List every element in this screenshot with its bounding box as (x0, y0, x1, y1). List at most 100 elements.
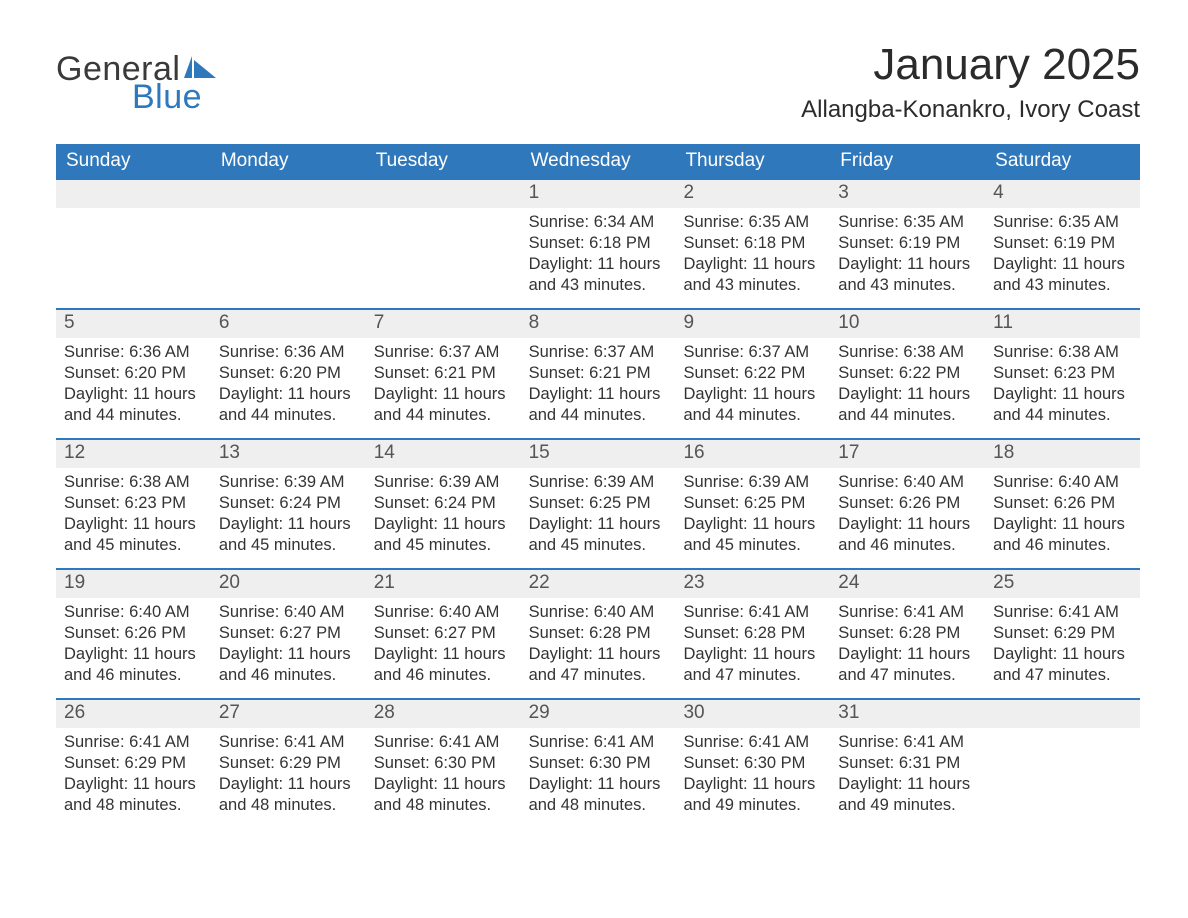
daylight-line: Daylight: 11 hours and 47 minutes. (993, 644, 1132, 686)
sunset-line: Sunset: 6:19 PM (993, 233, 1132, 254)
daylight-line: Daylight: 11 hours and 43 minutes. (529, 254, 668, 296)
day-number: 19 (56, 570, 211, 598)
daylight-line: Daylight: 11 hours and 45 minutes. (683, 514, 822, 556)
day-cell: 2Sunrise: 6:35 AMSunset: 6:18 PMDaylight… (675, 180, 830, 308)
day-number: 26 (56, 700, 211, 728)
day-cell: 30Sunrise: 6:41 AMSunset: 6:30 PMDayligh… (675, 700, 830, 828)
day-number: 22 (521, 570, 676, 598)
daylight-line: Daylight: 11 hours and 45 minutes. (219, 514, 358, 556)
day-number: 25 (985, 570, 1140, 598)
sunrise-line: Sunrise: 6:34 AM (529, 212, 668, 233)
sunrise-line: Sunrise: 6:41 AM (838, 732, 977, 753)
sunrise-line: Sunrise: 6:41 AM (838, 602, 977, 623)
day-body (56, 208, 211, 220)
sunrise-line: Sunrise: 6:40 AM (64, 602, 203, 623)
day-body: Sunrise: 6:40 AMSunset: 6:26 PMDaylight:… (830, 468, 985, 564)
sunrise-line: Sunrise: 6:36 AM (219, 342, 358, 363)
sunset-line: Sunset: 6:25 PM (683, 493, 822, 514)
sunset-line: Sunset: 6:26 PM (838, 493, 977, 514)
sunset-line: Sunset: 6:29 PM (64, 753, 203, 774)
day-number (211, 180, 366, 208)
day-cell: 19Sunrise: 6:40 AMSunset: 6:26 PMDayligh… (56, 570, 211, 698)
day-cell: 14Sunrise: 6:39 AMSunset: 6:24 PMDayligh… (366, 440, 521, 568)
sunrise-line: Sunrise: 6:35 AM (683, 212, 822, 233)
day-body: Sunrise: 6:39 AMSunset: 6:25 PMDaylight:… (521, 468, 676, 564)
day-body: Sunrise: 6:35 AMSunset: 6:19 PMDaylight:… (985, 208, 1140, 304)
day-body: Sunrise: 6:38 AMSunset: 6:22 PMDaylight:… (830, 338, 985, 434)
page-subtitle: Allangba-Konankro, Ivory Coast (801, 96, 1140, 124)
day-number: 30 (675, 700, 830, 728)
sunset-line: Sunset: 6:25 PM (529, 493, 668, 514)
sunset-line: Sunset: 6:20 PM (64, 363, 203, 384)
sunrise-line: Sunrise: 6:41 AM (219, 732, 358, 753)
sunrise-line: Sunrise: 6:41 AM (993, 602, 1132, 623)
day-cell: 7Sunrise: 6:37 AMSunset: 6:21 PMDaylight… (366, 310, 521, 438)
weekday-header-cell: Tuesday (366, 144, 521, 180)
sunset-line: Sunset: 6:28 PM (529, 623, 668, 644)
day-body: Sunrise: 6:41 AMSunset: 6:30 PMDaylight:… (521, 728, 676, 824)
sunrise-line: Sunrise: 6:38 AM (838, 342, 977, 363)
day-cell: 23Sunrise: 6:41 AMSunset: 6:28 PMDayligh… (675, 570, 830, 698)
sunset-line: Sunset: 6:18 PM (683, 233, 822, 254)
weekday-header-cell: Saturday (985, 144, 1140, 180)
sunset-line: Sunset: 6:26 PM (64, 623, 203, 644)
day-cell: 1Sunrise: 6:34 AMSunset: 6:18 PMDaylight… (521, 180, 676, 308)
day-number: 11 (985, 310, 1140, 338)
day-body: Sunrise: 6:40 AMSunset: 6:27 PMDaylight:… (211, 598, 366, 694)
day-cell: 3Sunrise: 6:35 AMSunset: 6:19 PMDaylight… (830, 180, 985, 308)
day-number: 6 (211, 310, 366, 338)
day-cell: 4Sunrise: 6:35 AMSunset: 6:19 PMDaylight… (985, 180, 1140, 308)
sunrise-line: Sunrise: 6:41 AM (683, 602, 822, 623)
sunrise-line: Sunrise: 6:39 AM (219, 472, 358, 493)
day-cell: 12Sunrise: 6:38 AMSunset: 6:23 PMDayligh… (56, 440, 211, 568)
day-number: 20 (211, 570, 366, 598)
sunrise-line: Sunrise: 6:35 AM (993, 212, 1132, 233)
daylight-line: Daylight: 11 hours and 44 minutes. (64, 384, 203, 426)
daylight-line: Daylight: 11 hours and 47 minutes. (838, 644, 977, 686)
daylight-line: Daylight: 11 hours and 43 minutes. (993, 254, 1132, 296)
day-number: 13 (211, 440, 366, 468)
daylight-line: Daylight: 11 hours and 48 minutes. (64, 774, 203, 816)
day-cell: 9Sunrise: 6:37 AMSunset: 6:22 PMDaylight… (675, 310, 830, 438)
sunset-line: Sunset: 6:20 PM (219, 363, 358, 384)
sunset-line: Sunset: 6:28 PM (838, 623, 977, 644)
day-number: 4 (985, 180, 1140, 208)
day-body: Sunrise: 6:38 AMSunset: 6:23 PMDaylight:… (56, 468, 211, 564)
sunset-line: Sunset: 6:24 PM (219, 493, 358, 514)
day-number: 1 (521, 180, 676, 208)
sunset-line: Sunset: 6:21 PM (374, 363, 513, 384)
sunset-line: Sunset: 6:30 PM (683, 753, 822, 774)
calendar: SundayMondayTuesdayWednesdayThursdayFrid… (56, 144, 1140, 828)
day-cell: 24Sunrise: 6:41 AMSunset: 6:28 PMDayligh… (830, 570, 985, 698)
day-cell (56, 180, 211, 308)
sunset-line: Sunset: 6:30 PM (374, 753, 513, 774)
page-title: January 2025 (801, 40, 1140, 90)
sunrise-line: Sunrise: 6:40 AM (219, 602, 358, 623)
sunrise-line: Sunrise: 6:37 AM (529, 342, 668, 363)
sunrise-line: Sunrise: 6:37 AM (374, 342, 513, 363)
day-body: Sunrise: 6:37 AMSunset: 6:21 PMDaylight:… (366, 338, 521, 434)
day-number: 15 (521, 440, 676, 468)
day-number: 5 (56, 310, 211, 338)
day-cell: 5Sunrise: 6:36 AMSunset: 6:20 PMDaylight… (56, 310, 211, 438)
day-body: Sunrise: 6:40 AMSunset: 6:27 PMDaylight:… (366, 598, 521, 694)
sunset-line: Sunset: 6:21 PM (529, 363, 668, 384)
day-cell: 25Sunrise: 6:41 AMSunset: 6:29 PMDayligh… (985, 570, 1140, 698)
week-row: 19Sunrise: 6:40 AMSunset: 6:26 PMDayligh… (56, 568, 1140, 698)
day-body: Sunrise: 6:37 AMSunset: 6:22 PMDaylight:… (675, 338, 830, 434)
day-body: Sunrise: 6:41 AMSunset: 6:31 PMDaylight:… (830, 728, 985, 824)
sunrise-line: Sunrise: 6:41 AM (374, 732, 513, 753)
day-number: 10 (830, 310, 985, 338)
sunrise-line: Sunrise: 6:37 AM (683, 342, 822, 363)
day-cell: 31Sunrise: 6:41 AMSunset: 6:31 PMDayligh… (830, 700, 985, 828)
day-number: 12 (56, 440, 211, 468)
daylight-line: Daylight: 11 hours and 46 minutes. (993, 514, 1132, 556)
day-body: Sunrise: 6:40 AMSunset: 6:26 PMDaylight:… (56, 598, 211, 694)
weekday-header-cell: Sunday (56, 144, 211, 180)
day-cell: 29Sunrise: 6:41 AMSunset: 6:30 PMDayligh… (521, 700, 676, 828)
day-number: 17 (830, 440, 985, 468)
day-body: Sunrise: 6:38 AMSunset: 6:23 PMDaylight:… (985, 338, 1140, 434)
day-cell: 6Sunrise: 6:36 AMSunset: 6:20 PMDaylight… (211, 310, 366, 438)
daylight-line: Daylight: 11 hours and 45 minutes. (64, 514, 203, 556)
daylight-line: Daylight: 11 hours and 48 minutes. (529, 774, 668, 816)
